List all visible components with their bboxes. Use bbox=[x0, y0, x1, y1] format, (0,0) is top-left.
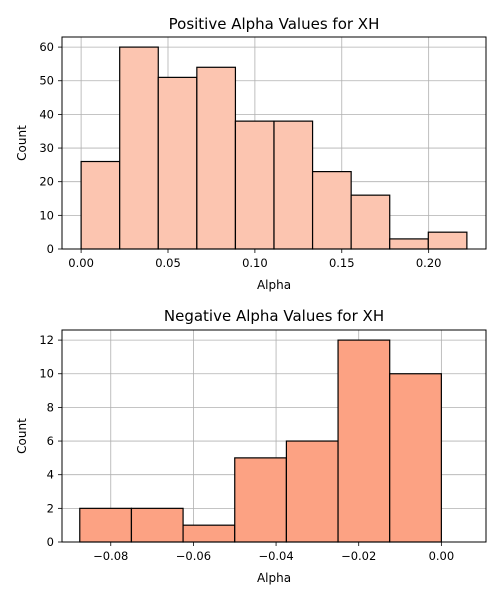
positive-alpha-bars bbox=[80, 46, 468, 250]
negative-alpha-y-axis-label: Count bbox=[15, 418, 29, 454]
positive-alpha-histogram-bar bbox=[389, 238, 429, 250]
negative-alpha-plot-frame bbox=[61, 329, 487, 543]
negative-alpha-ticks: −0.08 −0.06 −0.04 −0.02 0.00 0 2 4 6 8 10 12 bbox=[39, 333, 454, 563]
positive-alpha-ticks: 0.00 0.05 0.10 0.15 0.20 0 10 20 30 40 50 60 bbox=[39, 40, 441, 270]
negative-alpha-x-tick-label: −0.06 bbox=[176, 549, 211, 563]
negative-alpha-histogram-bar bbox=[79, 507, 133, 543]
negative-alpha-histogram-bar bbox=[285, 440, 339, 543]
positive-alpha-chart: 0.00 0.05 0.10 0.15 0.20 0 10 20 30 40 50 60 Positi… bbox=[15, 15, 487, 292]
positive-alpha-y-tick-label: 20 bbox=[39, 175, 54, 189]
positive-alpha-x-tick-label: 0.15 bbox=[329, 256, 355, 270]
negative-alpha-x-tick-label: 0.00 bbox=[429, 549, 455, 563]
negative-alpha-y-tick-label: 6 bbox=[47, 434, 54, 448]
negative-alpha-y-tick-label: 10 bbox=[39, 367, 54, 381]
positive-alpha-x-tick-label: 0.10 bbox=[242, 256, 268, 270]
positive-alpha-histogram-bar bbox=[196, 66, 237, 250]
negative-alpha-y-tick-label: 0 bbox=[47, 535, 54, 549]
positive-alpha-y-tick-label: 10 bbox=[39, 208, 54, 222]
negative-alpha-histogram-bar bbox=[389, 373, 442, 543]
positive-alpha-plot-frame bbox=[61, 36, 487, 250]
negative-alpha-histogram-bar bbox=[337, 339, 391, 543]
negative-alpha-histogram-bar bbox=[182, 524, 236, 543]
negative-alpha-y-tick-label: 12 bbox=[39, 333, 54, 347]
positive-alpha-histogram-bar bbox=[350, 194, 391, 250]
positive-alpha-histogram-bar bbox=[157, 76, 198, 250]
negative-alpha-x-tick-label: −0.08 bbox=[93, 549, 128, 563]
positive-alpha-histogram-bar bbox=[234, 120, 275, 250]
positive-alpha-y-tick-label: 40 bbox=[39, 107, 54, 121]
positive-alpha-histogram-bar bbox=[311, 171, 352, 250]
positive-alpha-x-tick-label: 0.00 bbox=[68, 256, 94, 270]
negative-alpha-chart-title: Negative Alpha Values for XH bbox=[164, 307, 384, 325]
positive-alpha-y-tick-label: 30 bbox=[39, 141, 54, 155]
positive-alpha-y-tick-label: 50 bbox=[39, 74, 54, 88]
positive-alpha-y-tick-label: 60 bbox=[39, 40, 54, 54]
positive-alpha-y-tick-label: 0 bbox=[47, 242, 54, 256]
negative-alpha-y-tick-label: 4 bbox=[47, 468, 54, 482]
negative-alpha-x-tick-label: −0.04 bbox=[258, 549, 293, 563]
positive-alpha-x-axis-label: Alpha bbox=[257, 278, 291, 292]
negative-alpha-chart: −0.08 −0.06 −0.04 −0.02 0.00 0 2 4 6 8 10 12 Negati… bbox=[15, 307, 487, 585]
negative-alpha-bars bbox=[79, 339, 442, 543]
negative-alpha-x-axis-label: Alpha bbox=[257, 571, 291, 585]
negative-alpha-y-tick-label: 8 bbox=[47, 400, 54, 414]
positive-alpha-x-tick-label: 0.05 bbox=[155, 256, 181, 270]
positive-alpha-histogram-bar bbox=[80, 160, 121, 250]
positive-alpha-histogram-bar bbox=[427, 231, 468, 250]
positive-alpha-y-axis-label: Count bbox=[15, 125, 29, 161]
positive-alpha-histogram-bar bbox=[273, 120, 314, 250]
positive-alpha-x-tick-label: 0.20 bbox=[416, 256, 442, 270]
positive-alpha-chart-title: Positive Alpha Values for XH bbox=[169, 15, 380, 33]
negative-alpha-histogram-bar bbox=[130, 507, 184, 543]
positive-alpha-histogram-bar bbox=[119, 46, 159, 250]
negative-alpha-y-tick-label: 2 bbox=[47, 501, 54, 515]
negative-alpha-x-tick-label: −0.02 bbox=[341, 549, 376, 563]
negative-alpha-histogram-bar bbox=[234, 457, 287, 543]
